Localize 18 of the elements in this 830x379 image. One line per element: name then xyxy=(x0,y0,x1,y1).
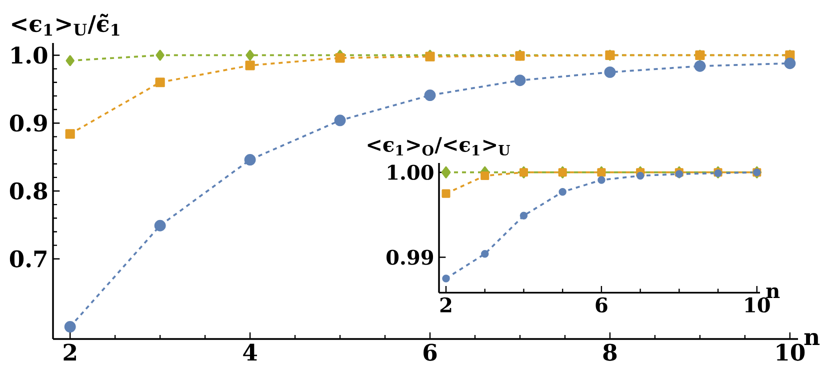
x-axis-title: n xyxy=(804,332,820,346)
x-tick-label: 4 xyxy=(243,344,258,361)
x-tick-label: 8 xyxy=(603,344,617,361)
y-tick-label: 0.8 xyxy=(10,182,48,200)
x-tick-label: 6 xyxy=(596,297,608,313)
x-tick-label: 10 xyxy=(776,344,805,361)
x-tick-label: 6 xyxy=(424,344,437,361)
y-axis-title: <ϵ$_{1}$>$_{U}$/ϵ̃$_{1}$ xyxy=(12,14,120,36)
x-tick-label: 2 xyxy=(64,344,76,361)
y-axis-title: <ϵ$_{1}$>$_{O}$/<ϵ$_{1}$>$_{U}$ xyxy=(368,137,510,156)
x-axis-title: n xyxy=(766,287,780,298)
y-tick-label: 0.99 xyxy=(386,250,434,265)
y-tick-label: 0.9 xyxy=(10,114,47,132)
x-tick-label: 10 xyxy=(745,297,770,313)
y-tick-label: 0.7 xyxy=(10,250,46,268)
y-tick-label: 1.00 xyxy=(388,164,434,180)
y-tick-label: 1.0 xyxy=(12,46,48,64)
x-tick-label: 2 xyxy=(440,297,452,312)
